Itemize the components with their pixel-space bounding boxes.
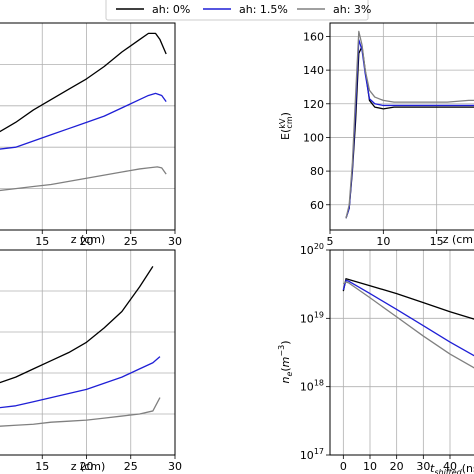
panel-bottom-right-ylabel: ne(m−3) bbox=[277, 340, 294, 383]
y-tick-label: 100 bbox=[303, 131, 324, 144]
series-line-1 bbox=[0, 356, 161, 409]
legend-frame bbox=[105, 0, 369, 21]
panel-bottom-left-series bbox=[0, 266, 161, 427]
y-tick-label: 80 bbox=[310, 165, 324, 178]
panel-bottom-left-ticks: 15 20 25 30 bbox=[35, 455, 182, 473]
x-tick-label: 20 bbox=[80, 460, 94, 473]
y-tick-label: 1017 bbox=[300, 447, 324, 462]
series-line-0 bbox=[342, 278, 474, 320]
series-line-2 bbox=[342, 281, 474, 369]
panel-top-right-ylabel: E(kVcm) bbox=[278, 112, 294, 140]
panel-top-right-series bbox=[345, 30, 474, 219]
panel-top-left-series bbox=[0, 32, 167, 192]
series-line-1 bbox=[0, 92, 167, 150]
panel-bottom-right-xlabel: tshifted(ns) bbox=[430, 462, 474, 474]
x-tick-label: 30 bbox=[168, 235, 182, 248]
series-line-2 bbox=[0, 397, 161, 427]
x-tick-label: 25 bbox=[124, 235, 138, 248]
legend-label-0: ah: 0% bbox=[152, 3, 190, 16]
panel-bottom-right-series bbox=[342, 278, 474, 369]
panel-top-right-ticks: 5 10 15 60 80 100 120 140 160 bbox=[303, 30, 444, 248]
legend-label-1: ah: 1.5% bbox=[239, 3, 288, 16]
x-tick-label: 15 bbox=[35, 460, 49, 473]
x-tick-label: 25 bbox=[124, 460, 138, 473]
y-tick-label: 120 bbox=[303, 98, 324, 111]
series-line-0 bbox=[0, 32, 167, 133]
series-line-2 bbox=[0, 166, 167, 192]
legend: ah: 0% ah: 1.5% ah: 3% bbox=[105, 0, 371, 21]
panel-top-left-frame bbox=[0, 22, 176, 231]
x-tick-label: 15 bbox=[35, 235, 49, 248]
x-tick-label: 30 bbox=[416, 460, 430, 473]
series-line-2 bbox=[345, 30, 474, 219]
x-tick-label: 5 bbox=[327, 235, 334, 248]
panel-top-right-xlabel: z (cm) bbox=[443, 233, 474, 246]
panel-top-left-ticks: 15 20 25 30 bbox=[35, 230, 182, 248]
y-tick-label: 60 bbox=[310, 199, 324, 212]
x-tick-label: 0 bbox=[340, 460, 347, 473]
y-tick-label: 1019 bbox=[300, 310, 324, 325]
series-line-1 bbox=[342, 279, 474, 357]
x-tick-label: 10 bbox=[363, 460, 377, 473]
x-tick-label: 20 bbox=[80, 235, 94, 248]
panel-bottom-right-frame bbox=[329, 249, 474, 456]
x-tick-label: 10 bbox=[376, 235, 390, 248]
panel-top-right: 5 10 15 60 80 100 120 140 160 z (cm) E(kVcm) bbox=[278, 22, 474, 248]
panel-top-left-xlabel: z (cm) bbox=[71, 233, 106, 246]
panel-bottom-left: 15 20 25 30 z (cm) bbox=[0, 249, 182, 473]
x-tick-label: 15 bbox=[430, 235, 444, 248]
y-tick-label: 1020 bbox=[300, 242, 324, 257]
panel-top-right-frame bbox=[329, 22, 474, 231]
y-tick-label: 1018 bbox=[300, 379, 324, 394]
panel-top-left: 15 20 25 30 z (cm) bbox=[0, 22, 182, 248]
x-tick-label: 40 bbox=[443, 460, 457, 473]
series-line-0 bbox=[0, 266, 154, 384]
x-tick-label: 20 bbox=[390, 460, 404, 473]
y-tick-label: 140 bbox=[303, 64, 324, 77]
panel-top-left-grid bbox=[0, 23, 176, 230]
y-tick-label: 160 bbox=[303, 30, 324, 43]
panel-top-right-grid bbox=[329, 23, 474, 230]
panel-bottom-left-xlabel: z (cm) bbox=[71, 460, 106, 473]
x-tick-label: 30 bbox=[168, 460, 182, 473]
legend-label-2: ah: 3% bbox=[333, 3, 371, 16]
